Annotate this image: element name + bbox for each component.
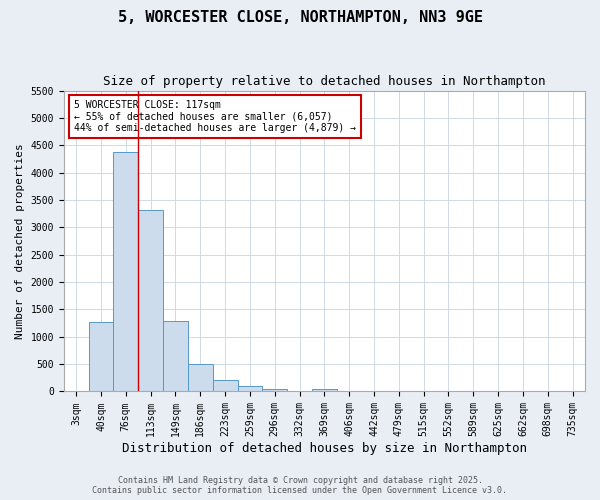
Bar: [262, 388, 287, 392]
Bar: [212, 380, 238, 392]
Text: 5 WORCESTER CLOSE: 117sqm
← 55% of detached houses are smaller (6,057)
44% of se: 5 WORCESTER CLOSE: 117sqm ← 55% of detac…: [74, 100, 356, 133]
Y-axis label: Number of detached properties: Number of detached properties: [15, 143, 25, 339]
Title: Size of property relative to detached houses in Northampton: Size of property relative to detached ho…: [103, 75, 545, 88]
Text: 5, WORCESTER CLOSE, NORTHAMPTON, NN3 9GE: 5, WORCESTER CLOSE, NORTHAMPTON, NN3 9GE: [118, 10, 482, 25]
Bar: [312, 390, 337, 392]
Bar: [89, 322, 113, 392]
Bar: [188, 364, 212, 392]
Bar: [113, 152, 138, 392]
Bar: [163, 321, 188, 392]
Bar: [238, 386, 262, 392]
X-axis label: Distribution of detached houses by size in Northampton: Distribution of detached houses by size …: [122, 442, 527, 455]
Bar: [138, 210, 163, 392]
Text: Contains HM Land Registry data © Crown copyright and database right 2025.
Contai: Contains HM Land Registry data © Crown c…: [92, 476, 508, 495]
